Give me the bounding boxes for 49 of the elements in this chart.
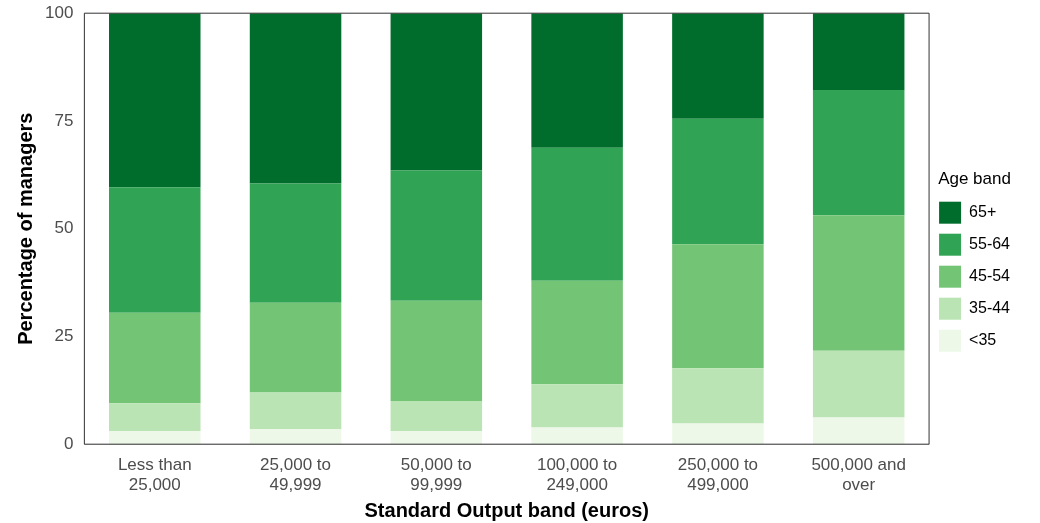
bar	[390, 300, 483, 402]
x-axis-title: Standard Output band (euros)	[364, 498, 649, 521]
bar	[109, 13, 201, 188]
bar	[109, 312, 201, 404]
x-tick-label: 100,000 to 249,000	[536, 455, 618, 495]
bar	[812, 417, 905, 445]
legend-label: 35-44	[969, 299, 1011, 317]
bar	[390, 401, 483, 432]
legend-label: 45-54	[969, 267, 1011, 285]
bar	[109, 431, 201, 445]
bar	[249, 302, 342, 393]
y-tick-label: 75	[54, 110, 74, 130]
bar	[249, 429, 342, 445]
bar	[672, 423, 764, 445]
bar	[390, 431, 483, 445]
y-axis-title: Percentage of managers	[13, 112, 36, 345]
bar	[390, 13, 483, 171]
bar	[531, 280, 623, 385]
legend-label: <35	[969, 331, 997, 349]
bar	[812, 89, 905, 216]
bar	[531, 13, 623, 148]
x-tick-label: 500,000 and over	[811, 455, 906, 495]
x-tick-label: 50,000 to 99,999	[400, 455, 472, 495]
bar	[812, 13, 905, 90]
bar	[812, 215, 905, 351]
bar	[672, 368, 764, 424]
legend-label: 55-64	[969, 235, 1011, 253]
bar	[672, 118, 764, 245]
y-tick-label: 50	[54, 218, 74, 238]
x-tick-label: 25,000 to 49,999	[260, 455, 331, 495]
bar	[531, 147, 623, 281]
y-tick-label: 100	[44, 2, 74, 22]
bar	[249, 392, 342, 430]
legend-title: Age band	[938, 169, 1011, 189]
bar	[812, 350, 905, 418]
x-tick-label: 250,000 to 499,000	[677, 455, 759, 495]
y-tick-label: 0	[63, 433, 74, 453]
legend-label: 65+	[969, 203, 997, 221]
bar	[109, 187, 201, 313]
y-tick-label: 25	[54, 326, 74, 346]
bar	[390, 170, 483, 301]
x-tick-label: Less than 25,000	[117, 455, 192, 495]
bar	[531, 427, 623, 445]
bar	[531, 384, 623, 428]
bar	[249, 183, 342, 303]
bar	[672, 244, 764, 369]
bar	[249, 13, 342, 184]
bar	[109, 403, 201, 432]
bar	[672, 13, 764, 119]
